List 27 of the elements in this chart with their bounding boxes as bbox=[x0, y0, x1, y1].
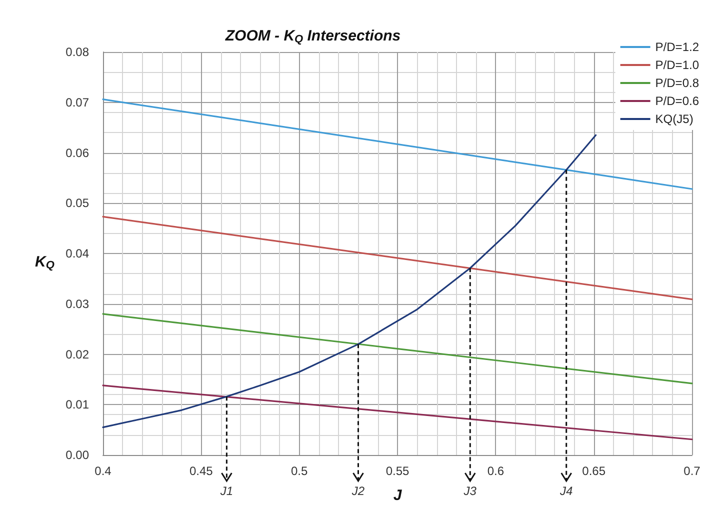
line-series bbox=[102, 134, 597, 428]
legend-label: KQ(J5) bbox=[655, 112, 694, 126]
x-axis-title: J bbox=[393, 487, 402, 504]
x-tick-label: 0.4 bbox=[94, 464, 112, 478]
legend-label: P/D=1.2 bbox=[655, 40, 700, 54]
x-tick-label: 0.6 bbox=[487, 464, 504, 478]
y-tick-label: 0.06 bbox=[66, 146, 90, 160]
y-tick-label: 0.07 bbox=[66, 95, 90, 110]
x-tick-label: 0.7 bbox=[684, 464, 701, 478]
annotation: J4 bbox=[559, 484, 574, 498]
x-tick-label: 0.55 bbox=[386, 464, 410, 478]
y-tick-label: 0.05 bbox=[66, 196, 90, 210]
y-tick-label: 0.03 bbox=[66, 296, 90, 311]
x-tick-label: 0.45 bbox=[189, 464, 214, 478]
y-tick-label: 0.04 bbox=[66, 246, 90, 260]
legend-label: P/D=1.0 bbox=[655, 58, 700, 72]
y-tick-label: 0.08 bbox=[66, 45, 90, 59]
x-tick-label: 0.5 bbox=[290, 464, 308, 478]
annotation: J2 bbox=[350, 484, 365, 498]
annotation: J3 bbox=[462, 484, 477, 498]
x-tick-label: 0.65 bbox=[582, 464, 606, 478]
legend-label: P/D=0.6 bbox=[655, 94, 700, 108]
y-tick-label: 0.00 bbox=[66, 448, 90, 462]
y-tick-label: 0.01 bbox=[66, 398, 90, 412]
legend-label: P/D=0.8 bbox=[655, 76, 700, 90]
annotation: J1 bbox=[219, 484, 234, 498]
y-tick-label: 0.02 bbox=[66, 347, 90, 362]
